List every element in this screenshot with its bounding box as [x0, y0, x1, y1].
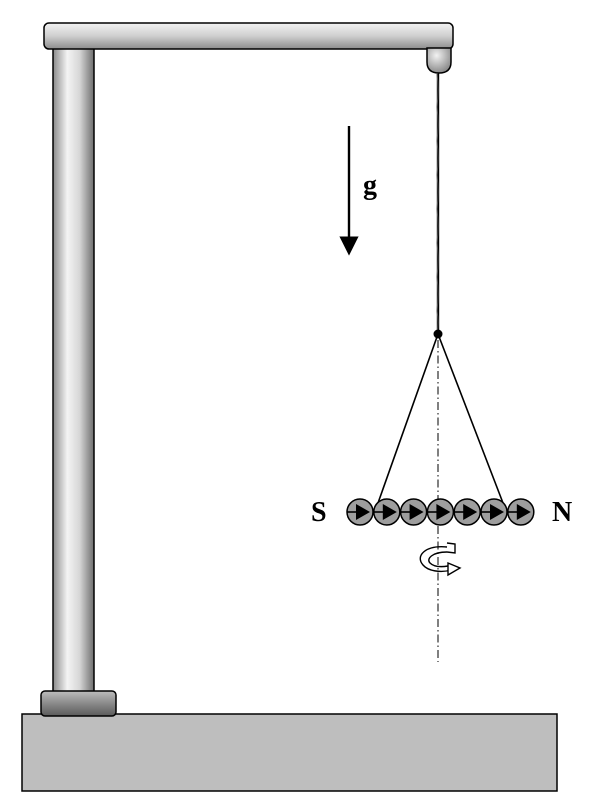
magnetization-arrow-icon — [409, 504, 424, 520]
top-beam — [43, 22, 454, 50]
suspension-wire-twist — [436, 72, 439, 335]
magnetization-arrow-icon — [436, 504, 451, 520]
south-pole-label: S — [311, 497, 327, 528]
stand-pole — [52, 45, 95, 697]
base-block — [21, 713, 558, 792]
gravity-label: g — [363, 170, 377, 201]
magnetization-arrow-icon — [516, 504, 531, 520]
magnet-sphere-chain — [346, 498, 535, 526]
magnetization-arrow-icon — [356, 504, 370, 520]
thread-left — [377, 333, 439, 504]
hanger-hook — [426, 47, 452, 74]
rotation-arrow-icon — [419, 542, 462, 577]
north-pole-label: N — [552, 497, 572, 528]
thread-right — [437, 333, 504, 504]
pole-foot — [40, 690, 117, 717]
magnetization-arrow-icon — [490, 504, 504, 520]
magnetization-arrow-icon — [463, 504, 478, 520]
magnetization-arrow-icon — [382, 504, 397, 520]
